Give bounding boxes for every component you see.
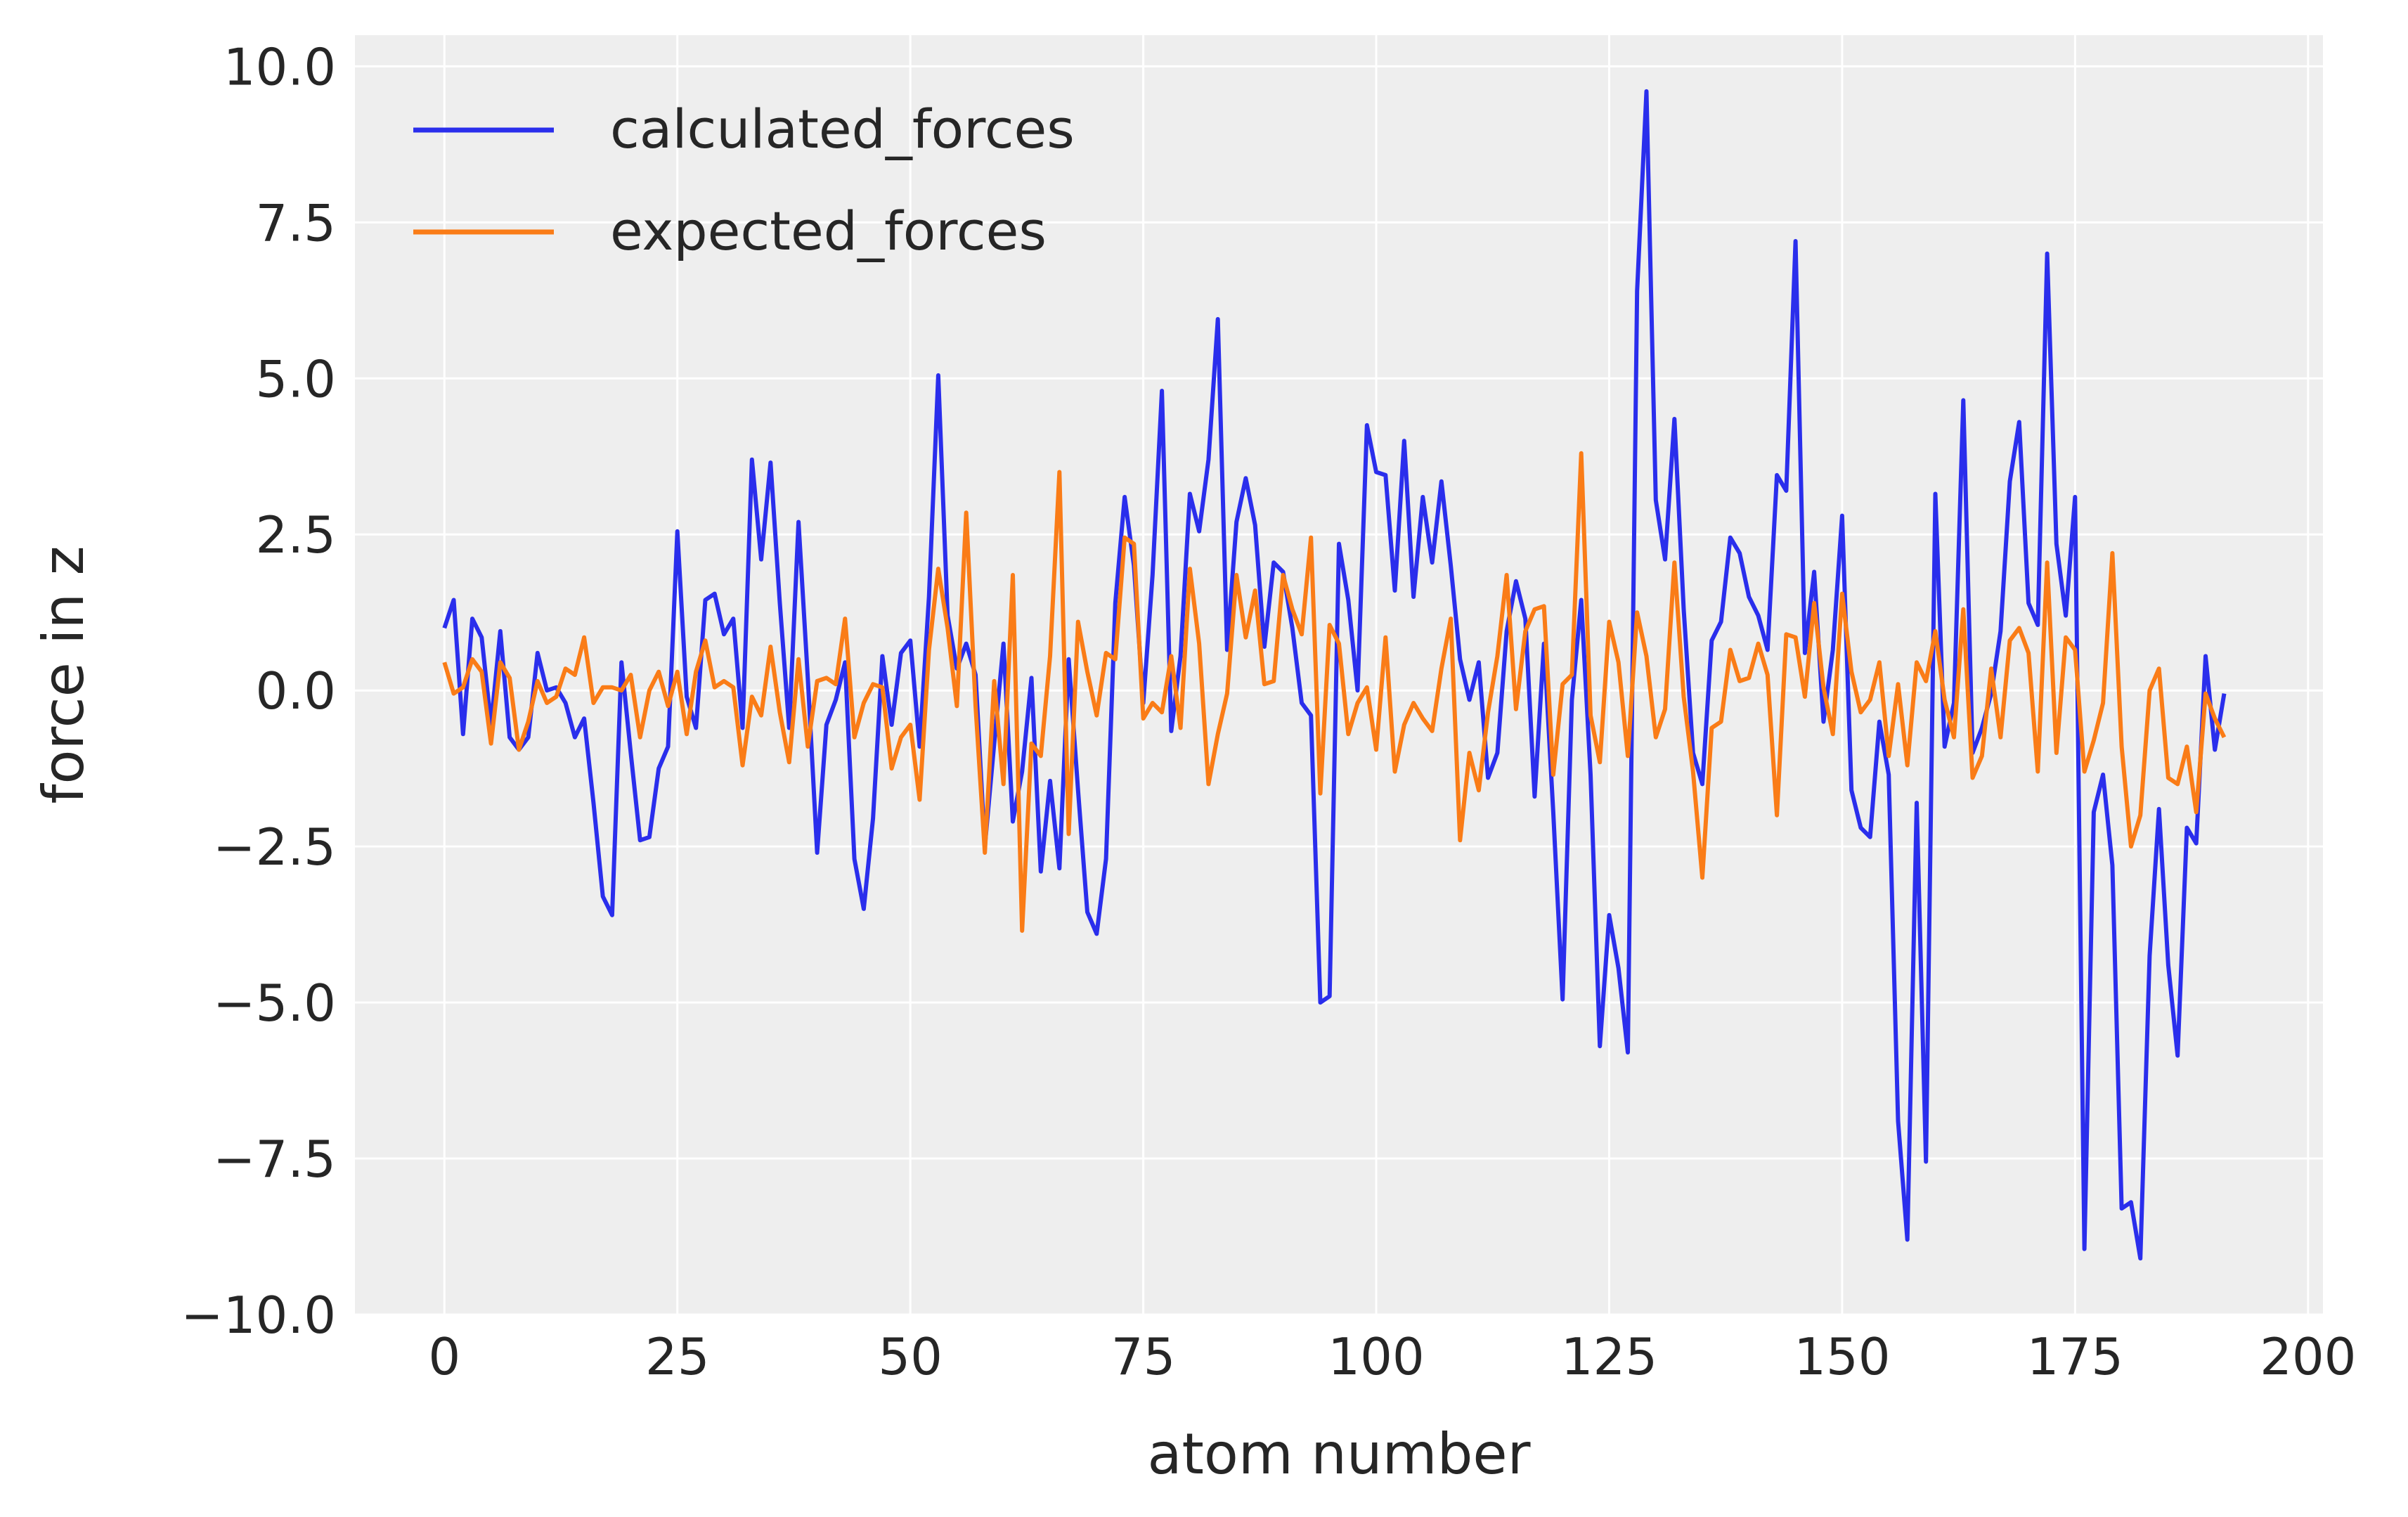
y-tick-label: 0.0 bbox=[255, 661, 336, 721]
x-tick-label: 75 bbox=[1111, 1327, 1176, 1386]
y-tick-label: −7.5 bbox=[213, 1130, 336, 1189]
x-tick-label: 175 bbox=[2027, 1327, 2123, 1386]
x-tick-label: 0 bbox=[428, 1327, 460, 1386]
y-axis-label: force in z bbox=[31, 546, 96, 803]
series-line-expected-forces bbox=[442, 451, 2227, 933]
y-tick-label: −2.5 bbox=[213, 818, 336, 877]
y-tick-label: 10.0 bbox=[224, 37, 336, 96]
x-axis-label: atom number bbox=[1148, 1421, 1531, 1487]
x-tick-label: 150 bbox=[1794, 1327, 1890, 1386]
legend-label-calculated-forces: calculated_forces bbox=[610, 98, 1075, 160]
x-tick-label: 50 bbox=[878, 1327, 943, 1386]
y-tick-label: 5.0 bbox=[255, 349, 336, 408]
x-tick-label: 200 bbox=[2260, 1327, 2356, 1386]
y-tick-label: −10.0 bbox=[181, 1286, 336, 1345]
x-axis: 0 25 50 75 100 125 150 175 200 bbox=[428, 1327, 2356, 1386]
legend-label-expected-forces: expected_forces bbox=[610, 200, 1047, 262]
series-line-calculated-forces bbox=[442, 89, 2227, 1261]
x-tick-label: 25 bbox=[645, 1327, 710, 1386]
x-tick-label: 125 bbox=[1561, 1327, 1657, 1386]
series-layer bbox=[442, 89, 2227, 1261]
x-tick-label: 100 bbox=[1328, 1327, 1424, 1386]
y-tick-label: 7.5 bbox=[255, 193, 336, 252]
y-tick-label: 2.5 bbox=[255, 505, 336, 564]
grid bbox=[355, 35, 2323, 1316]
legend: calculated_forces expected_forces bbox=[413, 98, 1075, 262]
y-tick-label: −5.0 bbox=[213, 974, 336, 1033]
y-axis: 10.0 7.5 5.0 2.5 0.0 −2.5 −5.0 −7.5 −10.0 bbox=[181, 37, 336, 1345]
